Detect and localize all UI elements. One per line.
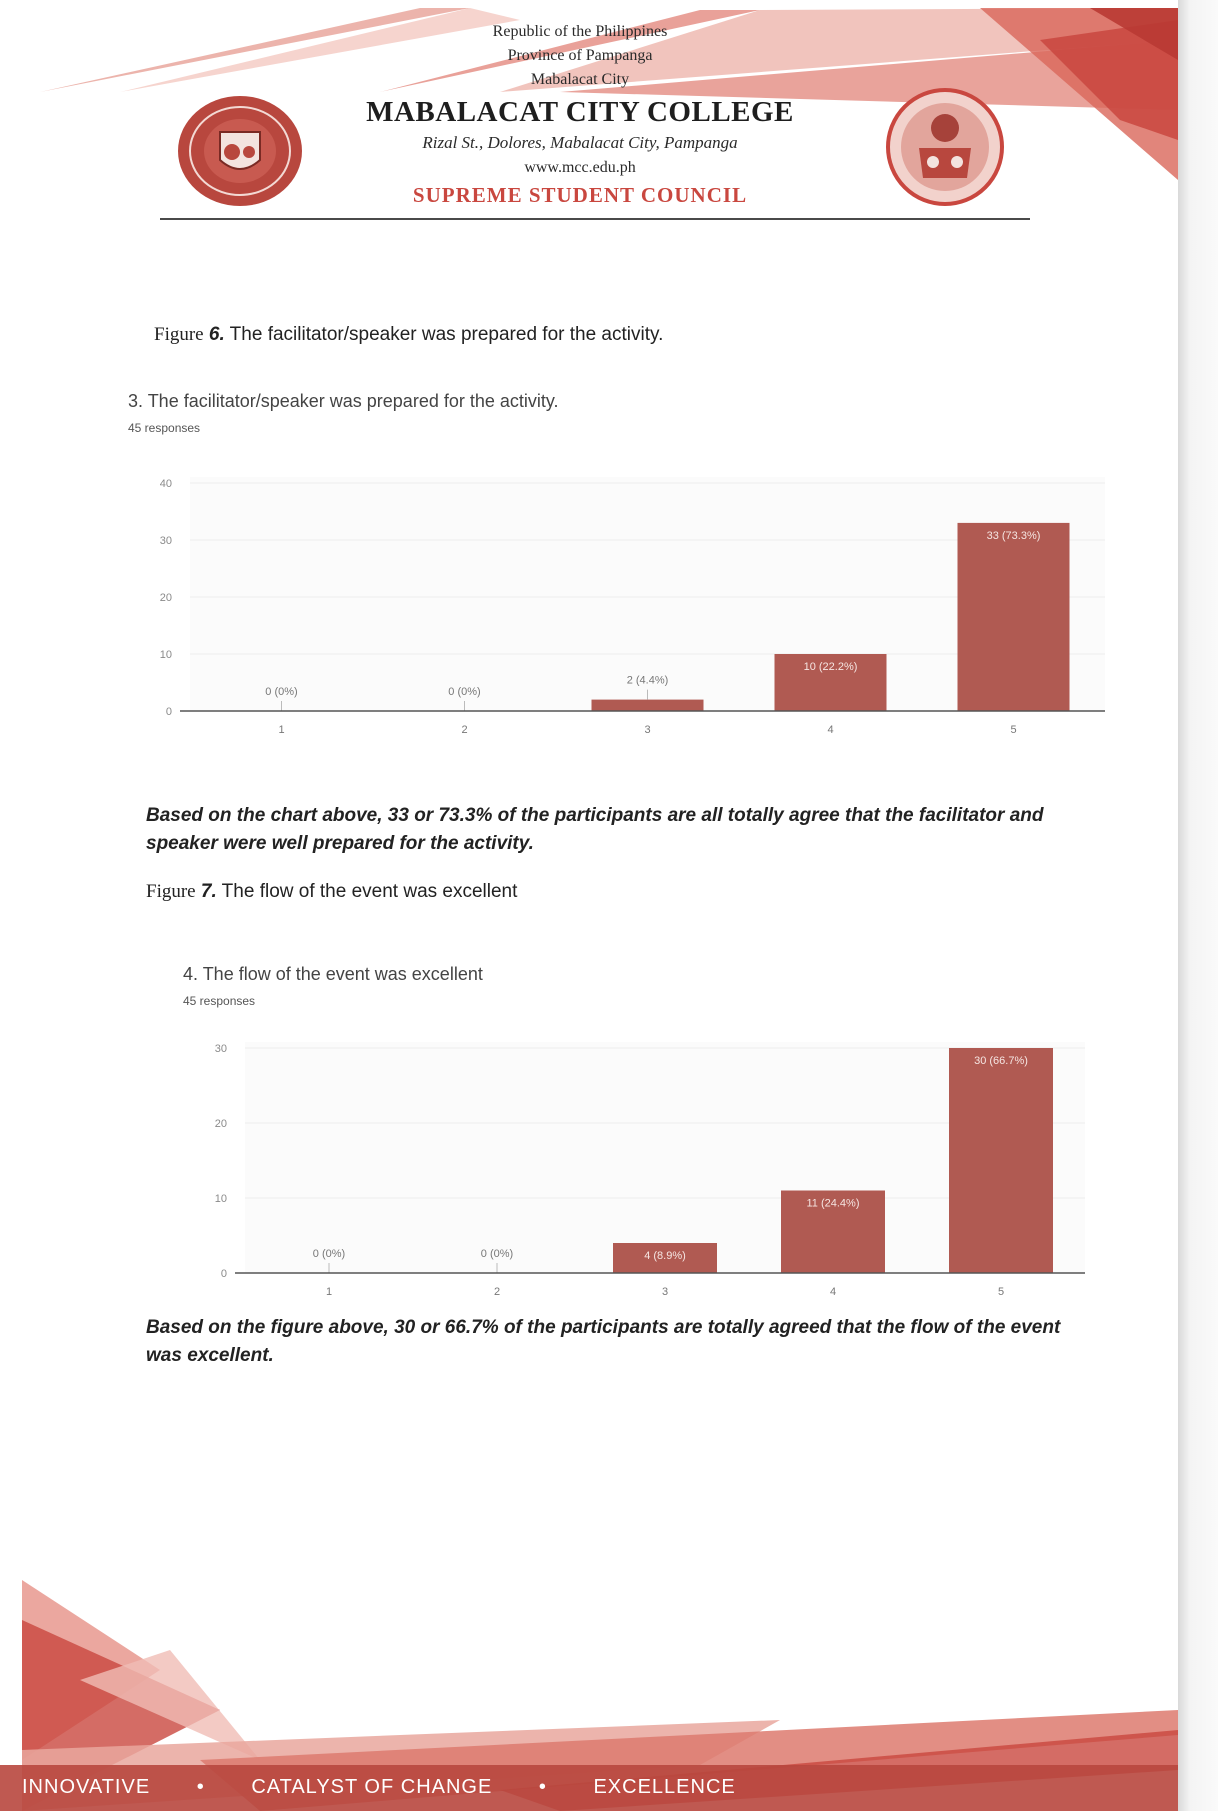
x-tick-label: 1 <box>326 1286 332 1298</box>
header-decoration <box>40 8 1178 180</box>
data-label: 11 (24.4%) <box>807 1198 860 1210</box>
figure-7-caption: Figure 7. The flow of the event was exce… <box>146 881 517 903</box>
data-label: 10 (22.2%) <box>804 661 858 673</box>
college-name: MABALACAT CITY COLLEGE <box>366 96 794 128</box>
figure-7-number: 7. <box>200 881 217 902</box>
x-tick-label: 2 <box>461 724 467 736</box>
chart-2-title: 4. The flow of the event was excellent <box>183 964 483 984</box>
data-label: 0 (0%) <box>265 686 297 698</box>
data-label: 2 (4.4%) <box>627 675 669 687</box>
chart-1-title: 3. The facilitator/speaker was prepared … <box>128 391 559 411</box>
council-name: SUPREME STUDENT COUNCIL <box>412 183 748 207</box>
document-page: Republic of the Philippines Province of … <box>0 8 1178 1811</box>
chart-1: 0 10 20 30 40 0 (0%) 1 0 (0%) 2 2 (4.4%) 3 10 (22.2… <box>160 477 1105 736</box>
y-tick-label: 10 <box>215 1193 227 1205</box>
x-tick-label: 5 <box>1010 724 1016 736</box>
plot-area <box>190 477 1105 711</box>
bar <box>774 654 887 711</box>
x-tick-label: 3 <box>662 1286 668 1298</box>
figure-6-analysis: Based on the chart above, 33 or 73.3% of… <box>146 805 1044 854</box>
footer-motto: INNOVATIVE • CATALYST OF CHANGE • EXCELL… <box>22 1776 776 1799</box>
figure-7-caption-text: The flow of the event was excellent <box>216 881 518 902</box>
plot-area <box>245 1042 1085 1273</box>
bar <box>957 522 1070 711</box>
figure-7-analysis: Based on the figure above, 30 or 66.7% o… <box>146 1317 1061 1366</box>
republic-line: Republic of the Philippines <box>492 23 668 40</box>
province-line: Province of Pampanga <box>507 47 653 64</box>
header-divider <box>160 218 1030 220</box>
x-tick-label: 4 <box>827 724 833 736</box>
motto-catalyst: CATALYST OF CHANGE <box>251 1776 493 1798</box>
y-tick-label: 30 <box>160 535 172 547</box>
footer-decoration <box>0 1580 1178 1811</box>
x-tick-label: 4 <box>830 1286 836 1298</box>
data-label: 33 (73.3%) <box>987 530 1041 542</box>
chart-2-responses: 45 responses <box>183 994 256 1008</box>
y-tick-label: 40 <box>160 478 172 490</box>
y-tick-label: 20 <box>160 592 172 604</box>
data-label: 4 (8.9%) <box>644 1250 686 1262</box>
figure-6-number: 6. <box>208 324 225 345</box>
college-seal-logo <box>178 96 302 206</box>
bar <box>781 1190 885 1273</box>
data-label: 0 (0%) <box>313 1248 345 1260</box>
data-label: 0 (0%) <box>448 686 480 698</box>
y-tick-label: 30 <box>215 1043 227 1055</box>
page-edge-shadow <box>1178 0 1218 1811</box>
x-tick-label: 1 <box>278 724 284 736</box>
bar <box>613 1243 717 1273</box>
x-tick-label: 3 <box>644 724 650 736</box>
student-council-seal-logo <box>886 88 1004 206</box>
y-tick-label: 0 <box>166 706 172 718</box>
college-address: Rizal St., Dolores, Mabalacat City, Pamp… <box>422 133 738 152</box>
chart-2: 0 10 20 30 0 (0%) 1 0 (0%) 2 4 (8.9%) 3 11 (24.4%)… <box>215 1042 1085 1298</box>
y-tick-label: 20 <box>215 1118 227 1130</box>
city-line: Mabalacat City <box>530 71 630 88</box>
figure-7-word: Figure <box>146 881 196 902</box>
figure-6-word: Figure <box>154 324 204 345</box>
data-label: 0 (0%) <box>481 1248 513 1260</box>
y-tick-label: 0 <box>221 1268 227 1280</box>
data-label: 30 (66.7%) <box>974 1055 1028 1067</box>
chart-1-responses: 45 responses <box>128 421 201 435</box>
bar <box>949 1048 1053 1273</box>
y-tick-label: 10 <box>160 649 172 661</box>
bar <box>591 699 704 711</box>
figure-6-caption: Figure 6. The facilitator/speaker was pr… <box>154 324 663 346</box>
letterhead: Republic of the Philippines Province of … <box>330 20 830 210</box>
figure-6-caption-text: The facilitator/speaker was prepared for… <box>224 324 664 345</box>
motto-innovative: INNOVATIVE <box>22 1776 151 1798</box>
motto-separator-2: • <box>538 1776 547 1798</box>
x-tick-label: 2 <box>494 1286 500 1298</box>
x-tick-label: 5 <box>998 1286 1004 1298</box>
college-website: www.mcc.edu.ph <box>524 159 636 176</box>
motto-separator-1: • <box>196 1776 205 1798</box>
motto-excellence: EXCELLENCE <box>593 1776 736 1798</box>
